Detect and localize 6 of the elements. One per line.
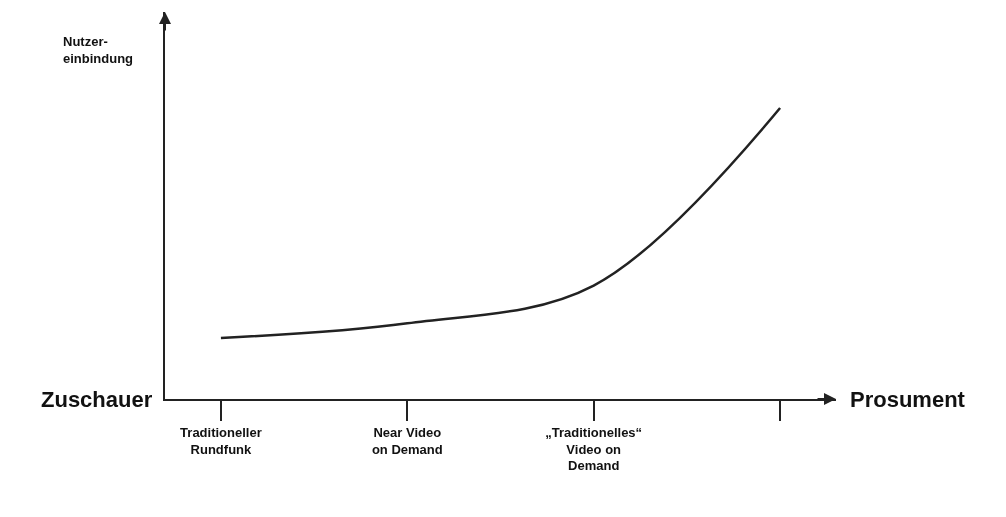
x-tick-label: Traditioneller Rundfunk [180, 424, 262, 457]
x-tick-label: „Traditionelles“ Video on Demand [545, 424, 643, 474]
x-tick-label: Near Video on Demand [371, 424, 443, 457]
x-axis-title: Prosument [850, 387, 966, 412]
y-axis-title: Nutzer- einbindung [63, 34, 134, 66]
text: Zuschauer [41, 387, 153, 412]
